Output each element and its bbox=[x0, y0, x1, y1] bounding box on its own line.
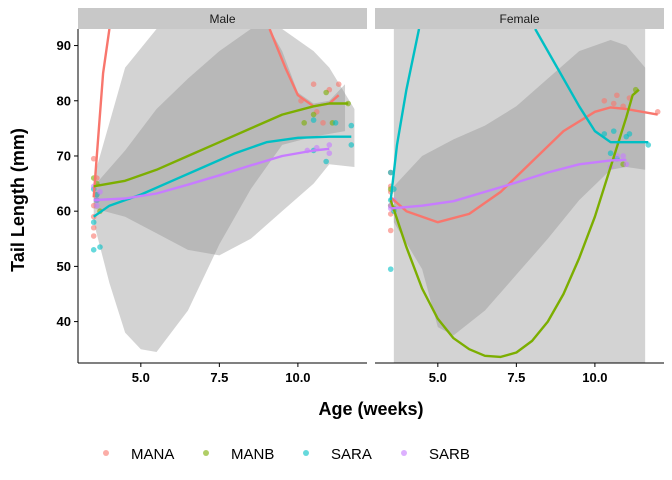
point-sara bbox=[387, 266, 394, 272]
facet-strip bbox=[78, 8, 367, 29]
facet-panel-male: Male 5.0 7.5 10.0 bbox=[78, 8, 367, 385]
fit-line-manb bbox=[93, 102, 349, 188]
x-tick-label: 7.5 bbox=[210, 370, 228, 385]
legend-item-sarb: SARB bbox=[401, 446, 470, 463]
fit-line-sara bbox=[389, 29, 421, 201]
point-mana bbox=[387, 227, 394, 234]
point-manb bbox=[301, 120, 307, 126]
point-mana bbox=[310, 81, 317, 88]
y-tick-label: 40 bbox=[57, 314, 71, 329]
y-axis-title: Tail Length (mm) bbox=[8, 128, 28, 272]
panel-background bbox=[375, 29, 664, 363]
point-mana bbox=[320, 120, 326, 126]
y-tick-label: 80 bbox=[57, 93, 71, 108]
legend-key bbox=[203, 450, 209, 456]
panel-plot-area bbox=[387, 29, 661, 363]
panel-plot-area bbox=[90, 29, 355, 352]
fit-line-mana bbox=[92, 29, 111, 198]
point-sara bbox=[97, 244, 103, 250]
point-manb bbox=[323, 89, 329, 96]
point-sara bbox=[387, 169, 394, 176]
point-sarb bbox=[326, 142, 333, 148]
panel-background bbox=[78, 29, 367, 363]
point-mana bbox=[601, 97, 608, 104]
x-tick-label: 5.0 bbox=[429, 370, 447, 385]
legend-key bbox=[401, 450, 407, 456]
point-mana bbox=[610, 100, 617, 107]
y-axis: 40 50 60 70 80 90 bbox=[57, 29, 79, 363]
legend-item-mana: MANA bbox=[103, 446, 174, 463]
fit-line-mana bbox=[268, 29, 340, 108]
point-mana bbox=[90, 233, 97, 239]
x-tick-label: 10.0 bbox=[582, 370, 607, 385]
legend-item-sara: SARA bbox=[303, 446, 372, 463]
fit-line-sara bbox=[93, 135, 352, 218]
fit-line-manb bbox=[389, 88, 640, 359]
point-sara bbox=[601, 131, 608, 137]
point-mana bbox=[90, 155, 97, 162]
legend-label: SARB bbox=[429, 446, 470, 463]
legend: MANA MANB SARA SARB bbox=[103, 446, 470, 463]
confidence-band bbox=[93, 29, 355, 256]
facet-panels: Male 5.0 7.5 10.0 Female 5.0 7.5 10.0 bbox=[78, 8, 664, 385]
point-sarb bbox=[620, 153, 626, 159]
point-mana bbox=[614, 92, 620, 99]
y-tick-label: 50 bbox=[57, 259, 71, 274]
point-sarb bbox=[326, 150, 333, 157]
point-sara bbox=[323, 158, 329, 165]
x-tick-label: 7.5 bbox=[507, 370, 525, 385]
confidence-band bbox=[393, 40, 646, 336]
facet-strip-label: Female bbox=[499, 12, 539, 26]
point-mana bbox=[335, 81, 342, 88]
x-tick-label: 10.0 bbox=[285, 370, 310, 385]
facet-strip-label: Male bbox=[209, 12, 235, 26]
facet-strip bbox=[375, 8, 664, 29]
point-sarb bbox=[623, 161, 630, 168]
facet-panel-female: Female 5.0 7.5 10.0 bbox=[375, 8, 664, 385]
legend-label: MANA bbox=[131, 446, 174, 463]
point-sara bbox=[90, 219, 97, 226]
fit-line-mana bbox=[389, 106, 658, 224]
point-sara bbox=[348, 142, 355, 148]
legend-label: SARA bbox=[331, 446, 372, 463]
point-mana bbox=[90, 224, 97, 231]
point-sara bbox=[626, 131, 633, 137]
fit-line-sarb bbox=[93, 147, 330, 202]
x-tick-label: 5.0 bbox=[132, 370, 150, 385]
point-sarb bbox=[97, 189, 103, 195]
point-sara bbox=[645, 142, 652, 148]
point-sara bbox=[607, 150, 614, 157]
legend-item-manb: MANB bbox=[203, 446, 274, 463]
y-tick-label: 70 bbox=[57, 148, 71, 163]
x-axis-title: Age (weeks) bbox=[318, 399, 423, 419]
point-sara bbox=[332, 120, 339, 126]
confidence-band bbox=[93, 29, 346, 352]
point-sara bbox=[90, 247, 97, 253]
point-sara bbox=[310, 117, 317, 123]
legend-label: MANB bbox=[231, 446, 274, 463]
point-manb bbox=[310, 111, 317, 118]
y-tick-label: 90 bbox=[57, 38, 71, 53]
legend-key bbox=[103, 450, 109, 456]
y-tick-label: 60 bbox=[57, 204, 71, 219]
fit-line-sara bbox=[534, 29, 649, 144]
fit-line-sarb bbox=[390, 158, 627, 210]
point-sara bbox=[348, 122, 355, 129]
point-sara bbox=[610, 128, 617, 134]
legend-key bbox=[303, 450, 309, 456]
point-sarb bbox=[94, 202, 100, 209]
